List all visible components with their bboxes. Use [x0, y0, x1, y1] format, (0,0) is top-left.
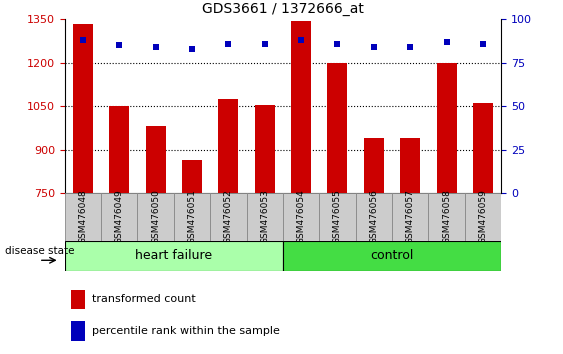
Point: [115, 42, 124, 48]
Bar: [328, 63, 347, 193]
Text: GSM476053: GSM476053: [260, 189, 269, 244]
Text: GSM476050: GSM476050: [151, 189, 160, 244]
Point: [224, 41, 233, 47]
Text: control: control: [370, 249, 414, 262]
Point: [260, 41, 269, 47]
Bar: [218, 99, 238, 193]
Bar: [146, 126, 166, 193]
FancyBboxPatch shape: [174, 193, 210, 241]
Bar: [182, 160, 202, 193]
Point: [187, 46, 196, 52]
FancyBboxPatch shape: [392, 193, 428, 241]
Point: [479, 41, 488, 47]
FancyBboxPatch shape: [65, 241, 283, 271]
FancyBboxPatch shape: [137, 193, 174, 241]
FancyBboxPatch shape: [65, 193, 101, 241]
Text: GSM476049: GSM476049: [115, 189, 124, 244]
Text: GSM476058: GSM476058: [442, 189, 451, 244]
Text: disease state: disease state: [5, 246, 75, 256]
Text: GSM476054: GSM476054: [297, 189, 306, 244]
Bar: [473, 103, 493, 193]
Text: GSM476052: GSM476052: [224, 189, 233, 244]
FancyBboxPatch shape: [464, 193, 501, 241]
FancyBboxPatch shape: [247, 193, 283, 241]
Bar: [400, 138, 420, 193]
Text: GSM476056: GSM476056: [369, 189, 378, 244]
Point: [406, 44, 415, 50]
Text: percentile rank within the sample: percentile rank within the sample: [92, 326, 280, 336]
Text: GSM476048: GSM476048: [78, 189, 87, 244]
Point: [151, 44, 160, 50]
Bar: [109, 105, 129, 193]
Text: GSM476055: GSM476055: [333, 189, 342, 244]
FancyBboxPatch shape: [210, 193, 247, 241]
Point: [369, 44, 378, 50]
FancyBboxPatch shape: [319, 193, 356, 241]
Title: GDS3661 / 1372666_at: GDS3661 / 1372666_at: [202, 2, 364, 16]
Bar: [73, 24, 93, 193]
Bar: [254, 105, 275, 193]
FancyBboxPatch shape: [283, 193, 319, 241]
Text: GSM476059: GSM476059: [479, 189, 488, 244]
Text: transformed count: transformed count: [92, 294, 196, 304]
Point: [442, 39, 451, 45]
Text: GSM476057: GSM476057: [406, 189, 415, 244]
Text: heart failure: heart failure: [135, 249, 212, 262]
Bar: [291, 21, 311, 193]
Bar: [71, 290, 85, 309]
Point: [78, 38, 87, 43]
Point: [333, 41, 342, 47]
FancyBboxPatch shape: [356, 193, 392, 241]
Text: GSM476051: GSM476051: [187, 189, 196, 244]
FancyBboxPatch shape: [283, 241, 501, 271]
Bar: [436, 63, 457, 193]
Bar: [71, 321, 85, 341]
Point: [297, 38, 306, 43]
FancyBboxPatch shape: [428, 193, 464, 241]
FancyBboxPatch shape: [101, 193, 137, 241]
Bar: [364, 138, 384, 193]
